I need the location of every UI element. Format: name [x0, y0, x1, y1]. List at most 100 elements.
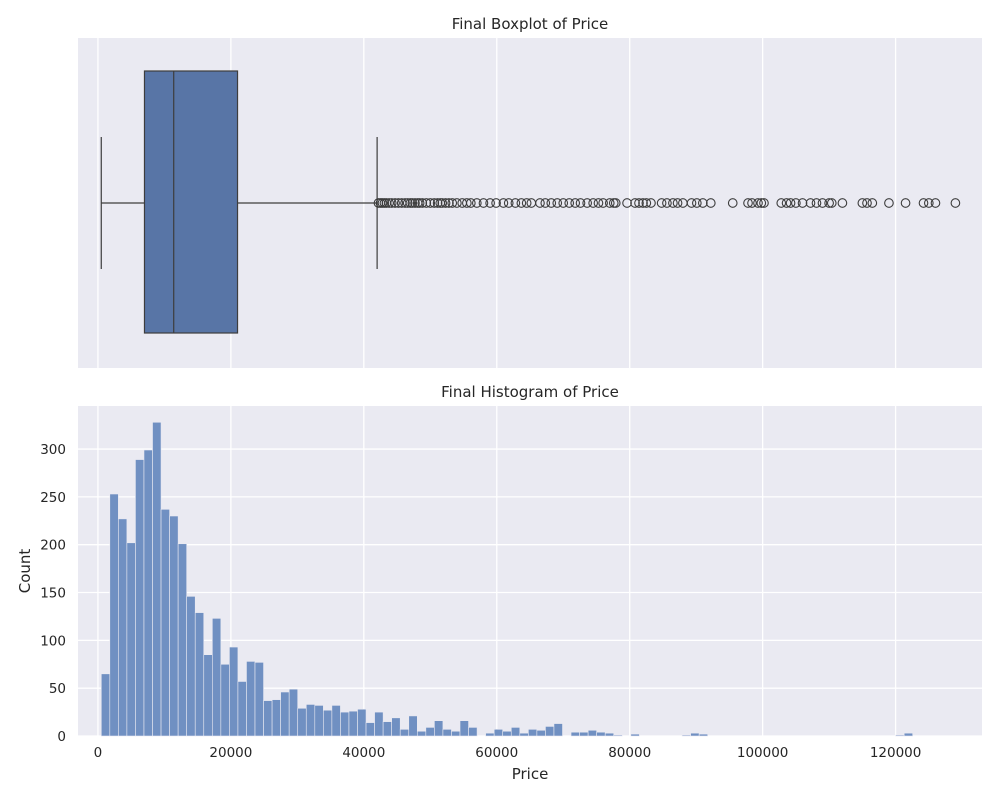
histogram-y-tick-label: 0 [57, 729, 66, 745]
histogram-bar [177, 543, 187, 737]
boxplot-outlier [410, 198, 420, 208]
histogram-bar [305, 704, 316, 737]
boxplot-outlier [478, 198, 489, 208]
histogram-bar [903, 732, 914, 737]
boxplot-outlier [452, 198, 462, 208]
boxplot-outlier [817, 198, 828, 208]
histogram-bar [391, 717, 401, 737]
histogram-bar [246, 661, 256, 737]
boxplot-outlier [582, 198, 593, 208]
histogram-y-tick-label: 150 [40, 586, 66, 602]
histogram-bar [493, 729, 504, 737]
histogram-x-label: Price [512, 765, 549, 783]
boxplot-panel: Final Boxplot of Price [78, 15, 982, 368]
histogram-bar [254, 662, 264, 737]
boxplot-outlier [393, 198, 404, 208]
histogram-bar [314, 705, 324, 737]
boxplot-outlier [641, 198, 652, 208]
histogram-bar [630, 733, 640, 737]
boxplot-outlier [759, 198, 769, 208]
histogram-bar [519, 732, 529, 737]
histogram-bar [100, 673, 111, 737]
histogram-y-tick-label: 200 [40, 538, 66, 554]
boxplot-outlier [503, 198, 514, 208]
boxplot-outlier [791, 198, 801, 208]
histogram-bar [169, 515, 179, 737]
boxplot-outlier [705, 198, 716, 208]
boxplot-outlier [598, 198, 608, 208]
boxplot-outlier [930, 198, 941, 208]
histogram-x-tick-label: 100000 [737, 745, 789, 761]
histogram-bar [263, 700, 273, 737]
histogram-bar [135, 459, 145, 737]
histogram-bar [374, 711, 384, 737]
boxplot-outlier [857, 198, 868, 208]
histogram-bar [596, 731, 606, 737]
boxplot-outlier [575, 198, 586, 208]
boxplot-outlier [491, 198, 501, 208]
boxplot-outlier [826, 198, 837, 208]
boxplot-outlier [727, 198, 738, 208]
boxplot-outlier [686, 198, 697, 208]
boxplot-outlier [485, 198, 495, 208]
boxplot-outlier [691, 198, 702, 208]
boxplot-outlier [564, 198, 575, 208]
boxplot-outlier [622, 198, 632, 208]
boxplot-outlier [593, 198, 604, 208]
histogram-panel: Final Histogram of Price 0 20000 40000 6000… [16, 383, 982, 783]
boxplot-outlier [662, 198, 672, 208]
boxplot-outlier [570, 198, 581, 208]
boxplot-outlier [540, 198, 551, 208]
histogram-y-tick-label: 300 [40, 442, 66, 458]
boxplot-outlier [785, 198, 796, 208]
boxplot-outlier [630, 198, 640, 208]
histogram-bar [690, 732, 700, 737]
boxplot-outlier [837, 198, 848, 208]
boxplot-outlier [402, 198, 413, 208]
boxplot-outlier [923, 198, 934, 208]
boxplot-outlier [546, 198, 557, 208]
histogram-bar [126, 542, 136, 737]
histogram-y-tick-label: 250 [40, 490, 66, 506]
histogram-bar [579, 731, 589, 737]
histogram-bar [323, 709, 333, 737]
boxplot-outlier [646, 198, 656, 208]
histogram-bar [434, 720, 444, 737]
boxplot-outlier [610, 198, 621, 208]
boxplot-outlier [510, 198, 521, 208]
histogram-bar [442, 729, 452, 737]
histogram-bar [109, 493, 119, 737]
boxplot-outlier [805, 198, 816, 208]
histogram-bar [203, 654, 213, 737]
boxplot-outlier [535, 198, 545, 208]
boxplot-outlier [407, 198, 418, 208]
histogram-bar [118, 518, 128, 737]
boxplot-outlier [440, 198, 451, 208]
boxplot-outlier [781, 198, 792, 208]
histogram-bar [331, 705, 341, 737]
boxplot-outlier [421, 198, 432, 208]
boxplot-box [143, 70, 239, 334]
boxplot-outlier [900, 198, 911, 208]
boxplot-outlier [862, 198, 872, 208]
boxplot-outlier [414, 198, 425, 208]
boxplot-outlier [668, 198, 678, 208]
boxplot-outlier [656, 198, 667, 208]
histogram-y-tick-label: 100 [40, 633, 66, 649]
histogram-bar [297, 707, 307, 737]
boxplot-outlier [462, 198, 472, 208]
histogram-bar [698, 733, 709, 737]
boxplot-outlier [429, 198, 440, 208]
histogram-bar [587, 729, 597, 737]
histogram-bar [340, 711, 350, 737]
boxplot-outlier [558, 198, 569, 208]
histogram-x-tick-label: 0 [94, 745, 103, 761]
boxplot-marks [100, 70, 961, 334]
histogram-bar [408, 715, 418, 737]
histogram-bars [100, 421, 914, 737]
histogram-bar [229, 646, 239, 737]
boxplot-outlier [950, 198, 961, 208]
boxplot-outlier [498, 198, 509, 208]
histogram-x-tick-label: 80000 [608, 745, 651, 761]
